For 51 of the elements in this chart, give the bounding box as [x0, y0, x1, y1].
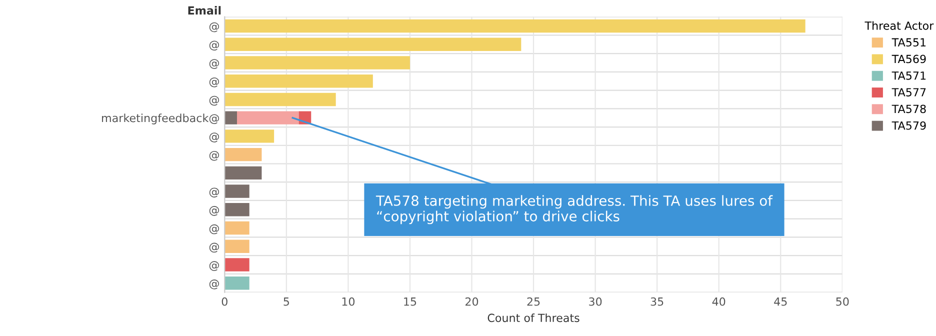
y-tick-label: @ [209, 59, 220, 69]
x-tick-label: 45 [774, 298, 787, 306]
x-tick-label: 20 [465, 297, 478, 306]
y-tick-label: @ [209, 96, 220, 106]
y-tick-label: @ [209, 224, 220, 234]
x-tick-label: 50 [836, 297, 849, 306]
bar [224, 276, 250, 290]
x-tick-label: 15 [404, 298, 416, 306]
x-tick-label: 25 [527, 297, 540, 306]
bar [224, 19, 806, 33]
bar [224, 258, 250, 272]
x-axis-title: Count of Threats [488, 313, 580, 322]
y-tick-label: @ [209, 132, 220, 142]
bar [224, 203, 250, 216]
y-tick-label: @ [209, 242, 220, 253]
bar [224, 184, 250, 198]
bar [224, 240, 250, 254]
x-tick-label: 35 [650, 297, 664, 306]
legend-label: TA571 [892, 72, 926, 80]
bar [236, 111, 299, 124]
x-tick-label: 0 [222, 297, 228, 306]
legend-title: Threat Actor [864, 21, 934, 30]
annotation: TA578 targeting marketing address. This TA uses lures of “copyright violation” to drive clicks [376, 195, 773, 224]
y-tick-label: @ [209, 280, 220, 290]
x-tick-label: 40 [712, 297, 726, 306]
y-tick-label: @ [209, 77, 220, 88]
legend-label: TA551 [892, 38, 926, 47]
legend-label: TA577 [892, 88, 926, 96]
bar [224, 148, 262, 162]
y-axis-title: Email [188, 6, 221, 15]
bar [224, 92, 336, 106]
bar [224, 56, 410, 70]
bar [224, 130, 274, 143]
bar [224, 166, 262, 180]
legend-label: TA579 [892, 121, 926, 130]
legend-label: TA578 [892, 104, 926, 114]
x-tick-label: 30 [589, 297, 602, 306]
x-tick-label: 10 [342, 297, 355, 306]
legend-label: TA569 [892, 54, 926, 64]
bar [224, 221, 250, 235]
y-tick-label: @ [209, 206, 220, 216]
x-tick-label: 5 [284, 298, 289, 306]
y-tick-label: @ [209, 188, 220, 198]
bar [224, 111, 237, 124]
bar [224, 74, 373, 88]
y-tick-label: @ [209, 150, 220, 161]
y-tick-label: marketingfeedback@ [102, 114, 219, 124]
bar [224, 38, 522, 51]
y-tick-label: @ [209, 261, 220, 271]
y-tick-label: @ [209, 40, 220, 51]
y-tick-label: @ [209, 22, 220, 32]
